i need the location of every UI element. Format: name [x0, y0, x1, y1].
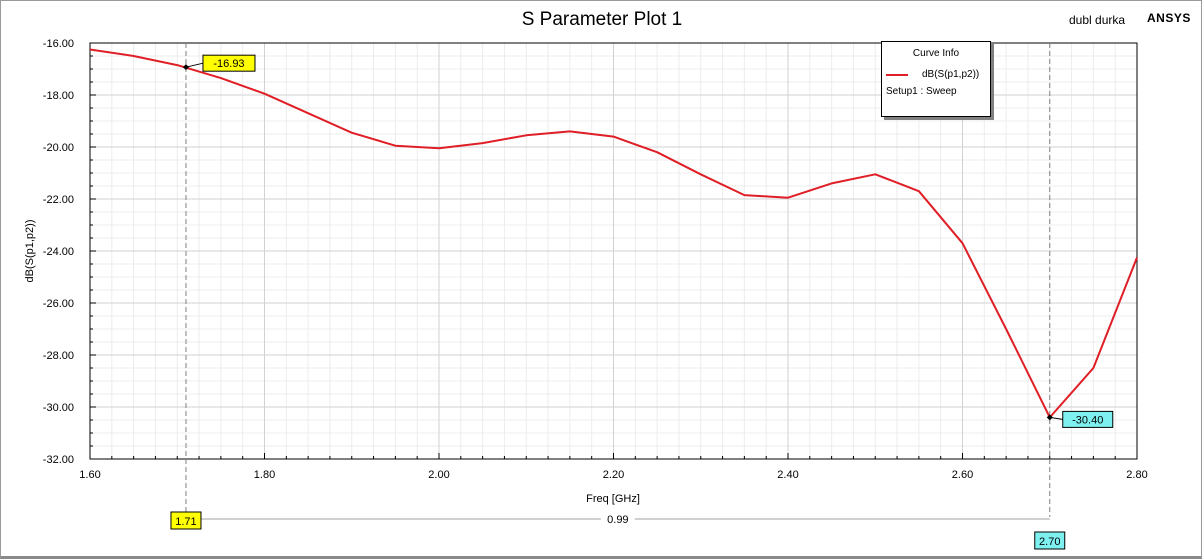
x-tick-label: 1.60	[79, 469, 100, 481]
project-name: dubl durka	[1069, 13, 1126, 27]
marker-2-x-label: 2.70	[1039, 536, 1060, 548]
x-tick-label: 2.60	[952, 469, 973, 481]
marker-1-point[interactable]	[182, 64, 189, 71]
marker-2-point[interactable]	[1046, 414, 1053, 421]
chart-title: S Parameter Plot 1	[521, 9, 683, 30]
x-tick-label: 2.40	[777, 469, 798, 481]
marker-2-x-box[interactable]	[1034, 531, 1066, 550]
y-tick-label: -16.00	[43, 38, 74, 50]
x-tick-labels: 1.60 1.80 2.00 2.20 2.40 2.60 2.80	[79, 469, 1147, 481]
legend-setup-label: Setup1 : Sweep	[886, 86, 957, 97]
y-tick-label: -24.00	[43, 246, 74, 258]
series-line-s-p1-p2[interactable]	[89, 48, 1138, 419]
legend-line-swatch	[886, 74, 908, 76]
marker-1-value-box[interactable]	[202, 54, 256, 72]
y-tick-label: -28.00	[43, 350, 74, 362]
delta-label-bg	[600, 512, 635, 526]
legend-header: Curve Info	[912, 48, 960, 59]
marker-lines: 0.99	[185, 43, 1051, 526]
tick-marks	[89, 42, 1138, 460]
marker-1-leader	[185, 62, 204, 68]
x-tick-label: 2.20	[603, 469, 624, 481]
y-tick-label: -30.00	[43, 402, 74, 414]
y-tick-label: -20.00	[43, 142, 74, 154]
curve-info-legend[interactable]: Curve Info dB(S(p1,p2)) Setup1 : Sweep	[881, 41, 991, 117]
marker-1-value-label: -16.93	[213, 58, 244, 70]
marker-2-value-box[interactable]	[1062, 410, 1114, 428]
y-tick-label: -32.00	[43, 454, 74, 466]
marker-2-value-label: -30.40	[1072, 414, 1103, 426]
delta-label: 0.99	[607, 514, 628, 526]
marker-1-x-box[interactable]	[170, 511, 202, 530]
x-tick-label: 2.00	[428, 469, 449, 481]
y-tick-label: -26.00	[43, 298, 74, 310]
y-axis-title: dB(S(p1,p2))	[24, 220, 36, 283]
marker-1-x-label: 1.71	[175, 516, 196, 528]
x-tick-label: 2.80	[1126, 469, 1147, 481]
y-tick-labels: -16.00 -18.00 -20.00 -22.00 -24.00 -26.00 -28.…	[43, 38, 74, 466]
markers: -16.93 -30.40 1.71 2.70	[170, 54, 1114, 550]
y-tick-label: -22.00	[43, 194, 74, 206]
x-axis-title: Freq [GHz]	[586, 493, 640, 505]
y-tick-label: -18.00	[43, 90, 74, 102]
brand-logo: ANSYS	[1147, 11, 1191, 25]
legend-series-label: dB(S(p1,p2))	[922, 69, 980, 80]
x-tick-label: 1.80	[254, 469, 275, 481]
